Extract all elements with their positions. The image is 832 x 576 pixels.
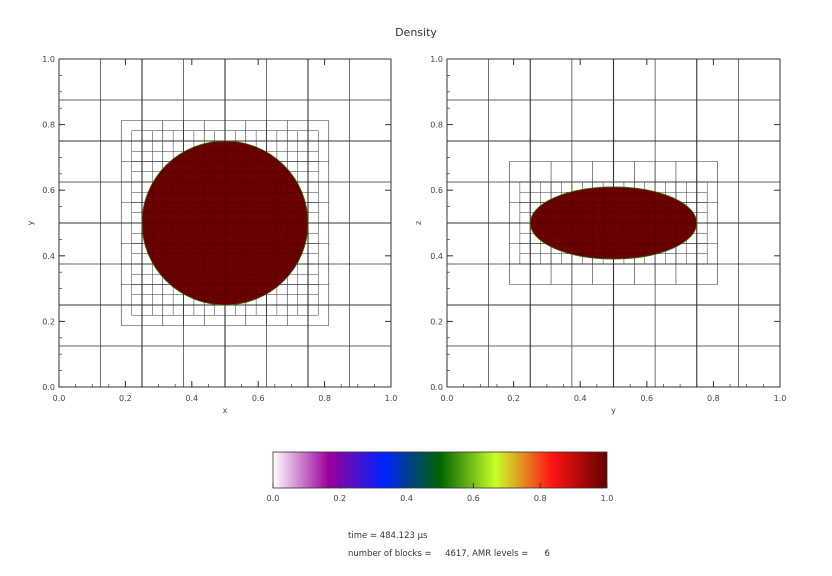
blocks-readout: number of blocks = 4617, AMR levels = 6 <box>348 549 550 559</box>
x-axis-label: y <box>611 406 616 415</box>
left-panel-density-xy: 0.0 0.2 0.4 0.6 0.8 1.0 0.0 0.2 0.4 0.6 0.8 1.0 x y <box>26 55 397 415</box>
colorbar-tick-label: 0.2 <box>333 494 346 503</box>
y-tick-label: 1.0 <box>430 55 443 64</box>
density-region <box>529 186 698 260</box>
time-readout: time = 484.123 µs <box>348 531 428 541</box>
x-tick-label: 0.6 <box>252 394 265 403</box>
x-tick-label: 0.2 <box>119 394 132 403</box>
colorbar-tick-label: 0.8 <box>534 494 547 503</box>
x-tick-label: 0.8 <box>707 394 720 403</box>
y-tick-label: 0.4 <box>42 252 55 261</box>
y-tick-label: 0.4 <box>430 252 443 261</box>
right-panel-density-yz: 0.0 0.2 0.4 0.6 0.8 1.0 0.0 0.2 0.4 0.6 0.8 1.0 y z <box>414 55 786 415</box>
x-tick-label: 0.0 <box>53 394 66 403</box>
x-tick-label: 0.4 <box>185 394 198 403</box>
y-tick-label: 0.2 <box>42 317 55 326</box>
y-tick-label: 0.6 <box>430 186 443 195</box>
colorbar-gradient <box>272 451 608 489</box>
inner-grid <box>530 186 697 260</box>
x-tick-label: 1.0 <box>774 394 787 403</box>
y-tick-label: 0.8 <box>42 121 55 130</box>
colorbar-tick-label: 0.6 <box>467 494 480 503</box>
x-tick-label: 0.6 <box>640 394 653 403</box>
axis-ticks: 0.0 0.2 0.4 0.6 0.8 1.0 0.0 0.2 0.4 0.6 0.8 1.0 <box>42 55 397 403</box>
x-tick-label: 0.2 <box>507 394 520 403</box>
x-tick-label: 0.4 <box>574 394 587 403</box>
x-tick-label: 1.0 <box>385 394 398 403</box>
colorbar-tick-label: 0.4 <box>400 494 413 503</box>
y-tick-label: 0.6 <box>42 186 55 195</box>
x-tick-label: 0.8 <box>318 394 331 403</box>
y-tick-label: 0.0 <box>430 383 443 392</box>
colorbar: 0.0 0.2 0.4 0.6 0.8 1.0 <box>267 451 614 503</box>
density-region <box>141 140 309 306</box>
inner-grid <box>142 141 308 305</box>
y-axis-label: z <box>414 221 423 225</box>
plot-title: Density <box>395 26 437 39</box>
colorbar-tick-label: 1.0 <box>601 494 614 503</box>
y-axis-label: y <box>26 220 35 225</box>
colorbar-tick-label: 0.0 <box>267 494 280 503</box>
y-tick-label: 0.8 <box>430 121 443 130</box>
axis-ticks: 0.0 0.2 0.4 0.6 0.8 1.0 0.0 0.2 0.4 0.6 0.8 1.0 <box>430 55 786 403</box>
x-axis-label: x <box>223 406 228 415</box>
y-tick-label: 1.0 <box>42 55 55 64</box>
y-tick-label: 0.0 <box>42 383 55 392</box>
y-tick-label: 0.2 <box>430 317 443 326</box>
x-tick-label: 0.0 <box>441 394 454 403</box>
